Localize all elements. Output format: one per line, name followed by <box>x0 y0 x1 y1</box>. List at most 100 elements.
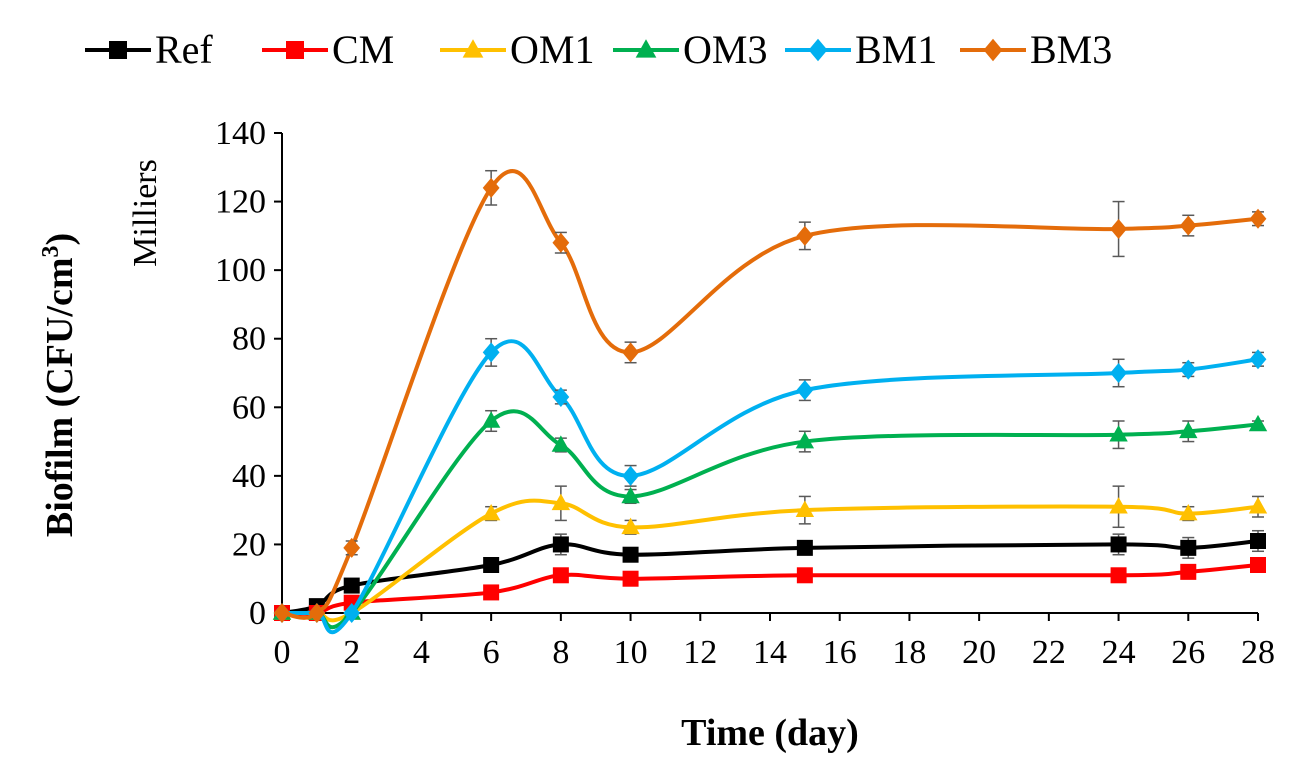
y-axis-title-main: Biofilm (CFU/cm <box>39 258 81 538</box>
data-point-cm <box>622 570 639 587</box>
legend-label: CM <box>332 27 394 72</box>
series-layer <box>272 169 1268 635</box>
x-tick-label: 16 <box>823 634 857 671</box>
x-tick-label: 12 <box>683 634 717 671</box>
x-tick-label: 18 <box>892 634 926 671</box>
data-point-om1 <box>1179 503 1198 521</box>
y-tick-labels: 0 20 40 60 80 100 120 140 <box>215 115 282 632</box>
data-point-ref <box>1250 533 1266 549</box>
data-point-cm <box>796 567 813 584</box>
legend-marker-ref <box>109 41 127 59</box>
x-tick-label: 26 <box>1171 634 1205 671</box>
legend-label: OM3 <box>683 27 767 72</box>
y-tick-label: 120 <box>215 184 266 221</box>
legend-marker-cm <box>286 41 304 59</box>
x-tick-label: 10 <box>614 634 648 671</box>
data-point-bm3 <box>273 603 291 623</box>
data-point-bm3 <box>1179 215 1197 236</box>
legend-label: BM3 <box>1030 27 1112 72</box>
data-point-bm1 <box>796 380 814 401</box>
data-point-bm3 <box>308 603 326 623</box>
y-axis-title-superscript: 3 <box>38 246 64 258</box>
series-ref <box>274 529 1266 621</box>
legend-item-om3: OM3 <box>613 27 767 72</box>
data-point-cm <box>1250 557 1266 573</box>
data-point-bm3 <box>1249 208 1267 229</box>
legend-marker-bm1 <box>808 38 828 62</box>
legend-label: OM1 <box>510 27 594 72</box>
legend-item-bm3: BM3 <box>960 27 1112 72</box>
legend-item-om1: OM1 <box>440 27 594 72</box>
data-point-om3 <box>481 411 501 428</box>
legend-item-bm1: BM1 <box>785 27 937 72</box>
data-point-bm1 <box>1249 349 1267 370</box>
data-point-ref <box>1180 539 1197 556</box>
x-tick-label: 0 <box>274 634 291 671</box>
legend-marker-om1 <box>462 39 484 58</box>
data-point-om3 <box>1248 414 1268 432</box>
x-tick-label: 20 <box>962 634 996 671</box>
data-point-bm3 <box>1110 219 1127 239</box>
data-point-om1 <box>621 517 640 535</box>
data-point-ref <box>796 539 813 556</box>
series-line-om1 <box>282 498 1259 623</box>
x-tick-label: 24 <box>1102 634 1136 671</box>
data-point-bm1 <box>1110 363 1127 383</box>
y-tick-label: 100 <box>215 252 266 289</box>
data-point-om3 <box>621 486 640 504</box>
x-axis-title: Time (day) <box>681 712 859 754</box>
data-point-om3 <box>1109 425 1128 442</box>
y-unit-label: Milliers <box>127 159 164 267</box>
data-point-bm3 <box>343 537 361 558</box>
data-point-ref <box>622 546 639 563</box>
y-axis-title-close: ) <box>39 233 81 246</box>
y-axis-title: Biofilm (CFU/cm3) <box>38 233 81 537</box>
legend-marker-bm3 <box>983 38 1003 62</box>
data-point-bm3 <box>552 232 570 253</box>
legend-label: BM1 <box>855 27 937 72</box>
x-tick-label: 28 <box>1241 634 1275 671</box>
data-point-cm <box>483 584 500 601</box>
series-bm1 <box>273 337 1267 635</box>
y-tick-label: 20 <box>232 526 266 563</box>
data-point-om3 <box>551 435 571 452</box>
data-point-bm1 <box>343 603 361 623</box>
data-point-ref <box>1110 536 1127 553</box>
y-tick-label: 140 <box>215 115 266 152</box>
legend-label: Ref <box>155 27 213 72</box>
data-point-ref <box>483 557 500 573</box>
data-point-bm3 <box>622 342 639 363</box>
x-tick-label: 6 <box>483 634 500 671</box>
data-point-bm1 <box>552 387 570 407</box>
data-point-bm1 <box>1179 359 1197 380</box>
data-point-om1 <box>551 493 571 511</box>
data-point-om1 <box>1248 497 1268 514</box>
series-line-om3 <box>282 409 1259 630</box>
data-point-bm1 <box>622 465 639 486</box>
data-point-ref <box>552 536 569 553</box>
x-tick-label: 22 <box>1032 634 1066 671</box>
legend-marker-om3 <box>635 39 657 58</box>
series-line-bm1 <box>282 339 1259 635</box>
legend-item-ref: Ref <box>85 27 213 72</box>
data-point-bm1 <box>482 342 500 363</box>
chart-legend: Ref CM OM1 OM3 BM1 BM3 <box>85 27 1112 72</box>
x-tick-label: 2 <box>343 634 360 671</box>
data-point-om1 <box>481 503 501 521</box>
x-tick-labels: 0 2 4 6 8 10 12 14 16 18 20 22 24 26 28 <box>274 613 1275 671</box>
legend-item-cm: CM <box>262 27 394 72</box>
x-tick-label: 14 <box>753 634 787 671</box>
data-point-cm <box>1180 563 1197 580</box>
data-point-om1 <box>795 500 815 517</box>
data-point-bm3 <box>482 177 500 198</box>
x-tick-label: 8 <box>552 634 569 671</box>
y-tick-label: 40 <box>232 458 266 495</box>
x-tick-label: 4 <box>413 634 430 671</box>
data-point-om3 <box>795 431 815 449</box>
y-tick-label: 0 <box>249 595 266 632</box>
data-point-cm <box>552 567 569 584</box>
series-cm <box>274 557 1266 621</box>
data-point-ref <box>343 577 360 594</box>
series-bm3 <box>273 169 1267 623</box>
